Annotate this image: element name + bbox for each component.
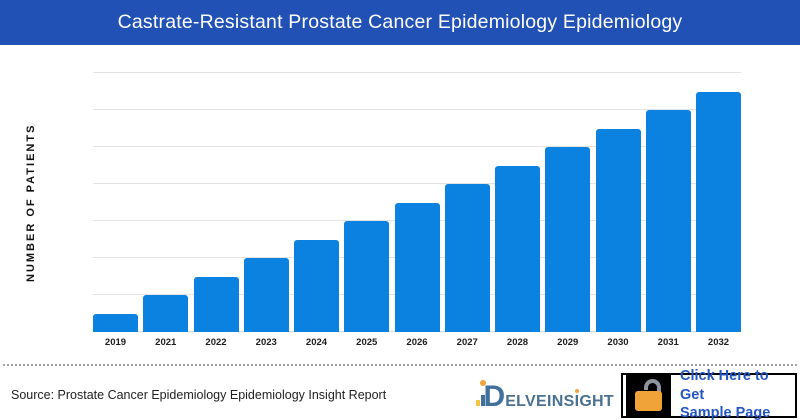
lock-panel	[626, 374, 671, 416]
bar-2022: 2022	[193, 73, 239, 348]
cta-line2: Sample Page	[680, 405, 771, 420]
logo-orange-dot-icon	[479, 380, 486, 386]
cta-label: Click Here to Get Sample Page	[671, 368, 795, 420]
x-tick-label: 2019	[104, 337, 127, 348]
unlocked-padlock-icon	[634, 379, 663, 411]
bar-rect	[294, 239, 339, 332]
bar-rect	[595, 128, 641, 332]
x-tick-label: 2026	[406, 337, 428, 348]
x-tick-label: 2029	[557, 337, 579, 348]
x-tick-label: 2025	[356, 337, 378, 348]
bar-2030: 2030	[595, 73, 641, 348]
footer: Source: Prostate Cancer Epidemiology Epi…	[3, 364, 797, 420]
bar-rect	[93, 313, 138, 332]
bar-2023: 2023	[243, 73, 289, 348]
bar-2028: 2028	[495, 73, 540, 348]
x-tick-label: 2032	[707, 337, 730, 348]
x-tick-label: 2021	[155, 337, 177, 348]
x-tick-label: 2024	[305, 337, 328, 348]
bar-2025: 2025	[344, 73, 390, 348]
x-tick-label: 2030	[607, 337, 629, 348]
x-tick-label: 2023	[255, 337, 277, 348]
bar-2029: 2029	[545, 73, 591, 348]
bar-rect	[444, 184, 490, 332]
logo-yellow-bar-icon	[475, 400, 480, 406]
bar-rect	[696, 91, 741, 332]
bar-2027: 2027	[444, 73, 490, 348]
bar-rect	[193, 276, 239, 332]
x-tick-label: 2031	[657, 337, 679, 348]
logo-wordmark: ELVEINSIGHT	[505, 393, 614, 410]
y-axis-label: NUMBER OF PATIENTS	[25, 123, 37, 282]
header-banner: Castrate-Resistant Prostate Cancer Epide…	[0, 0, 800, 45]
logo-dotted-i: I	[574, 393, 580, 410]
source-note: Source: Prostate Cancer Epidemiology Epi…	[11, 388, 387, 402]
bar-2024: 2024	[294, 73, 339, 348]
bar-series: 2019 2021 2022 2023 2024 2025 2026 2027 2028 2029…	[93, 73, 741, 348]
bar-2026: 2026	[394, 73, 440, 348]
bar-rect	[645, 110, 691, 332]
x-tick-label: 2027	[456, 337, 478, 348]
bar-rect	[344, 221, 390, 332]
sample-page-button[interactable]: Click Here to Get Sample Page	[621, 368, 797, 420]
cta-line1: Click Here to Get	[680, 368, 769, 403]
delveinsight-logo[interactable]: D ELVEINSIGHT	[472, 380, 614, 413]
bar-2021: 2021	[143, 73, 189, 348]
bar-rect	[545, 147, 591, 332]
bar-2019: 2019	[93, 73, 138, 348]
x-tick-label: 2028	[506, 337, 529, 348]
bar-rect	[143, 295, 189, 332]
bar-rect	[495, 165, 540, 332]
bar-rect	[243, 258, 289, 332]
bar-2031: 2031	[645, 73, 691, 348]
page-title: Castrate-Resistant Prostate Cancer Epide…	[117, 11, 683, 33]
logo-bar-icon	[480, 395, 485, 406]
bar-rect	[394, 202, 440, 332]
logo-letter-d: D	[483, 380, 506, 413]
bar-2032: 2032	[696, 73, 741, 348]
x-tick-label: 2022	[205, 337, 227, 348]
bar-chart: 2019 2021 2022 2023 2024 2025 2026 2027 2028 2029…	[93, 72, 741, 348]
